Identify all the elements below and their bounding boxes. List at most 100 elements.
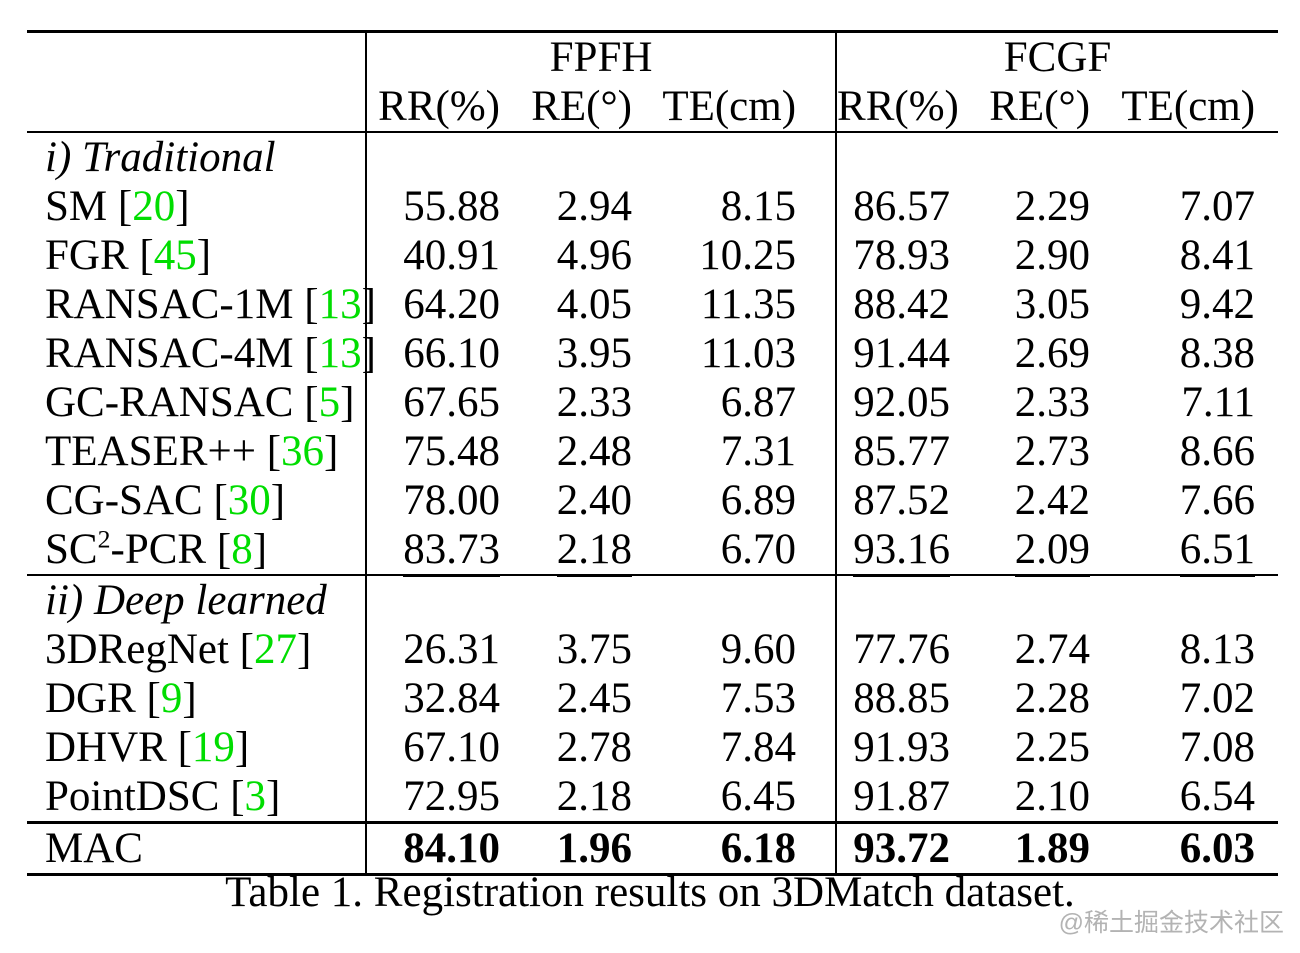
section-header-row: ii) Deep learned: [27, 574, 1279, 625]
metric-cell: 1.89: [950, 821, 1091, 875]
method-name: PointDSC: [45, 773, 220, 820]
metric-value: 78.93: [853, 232, 951, 279]
metric-cell: 7.11: [1090, 378, 1278, 427]
metric-value: 2.74: [1014, 626, 1091, 673]
citation-link[interactable]: 5: [318, 379, 341, 426]
metric-cell: 87.52: [835, 476, 951, 525]
metric-cell: 2.18: [500, 525, 632, 577]
metric-cell: 32.84: [365, 674, 500, 723]
metric-cell: 78.93: [835, 231, 951, 280]
metric-cell: 8.15: [632, 182, 836, 231]
metric-cell: 6.03: [1090, 821, 1279, 875]
citation-link[interactable]: 27: [253, 626, 297, 673]
metric-value: 2.28: [1014, 675, 1091, 722]
metric-cell: 77.76: [835, 625, 951, 674]
corner-cell: [27, 82, 366, 133]
citation-link[interactable]: 13: [318, 281, 362, 328]
metric-cell: 64.20: [365, 280, 500, 329]
metric-cell: 11.03: [632, 329, 836, 378]
citation-link[interactable]: 20: [132, 183, 176, 230]
method-name: MAC: [45, 825, 143, 872]
metric-cell: 7.31: [632, 427, 836, 476]
empty-cell: [950, 574, 1091, 625]
empty-cell: [950, 132, 1090, 182]
metric-value: 91.87: [853, 773, 951, 820]
metric-value: 7.08: [1179, 724, 1256, 771]
col-header-fcgf-re: RE(°): [950, 82, 1091, 133]
metric-cell: 26.31: [365, 625, 500, 674]
metric-cell: 67.65: [365, 378, 500, 427]
metric-cell: 40.91: [365, 231, 500, 280]
table-row: DGR [9] 32.84 2.45 7.53 88.85 2.28 7.02: [27, 674, 1278, 723]
metric-value: 7.31: [720, 428, 797, 475]
metric-cell: 6.87: [632, 378, 836, 427]
metric-value: 10.25: [699, 232, 797, 279]
metric-value: 6.51: [1179, 526, 1256, 577]
metric-value: 2.09: [1014, 526, 1091, 577]
metric-cell: 8.38: [1090, 329, 1278, 378]
metric-cell: 1.96: [500, 821, 632, 875]
metric-cell: 2.42: [950, 476, 1090, 525]
metric-value: 7.53: [720, 675, 797, 722]
metric-cell: 2.90: [950, 231, 1090, 280]
citation-link[interactable]: 19: [191, 724, 235, 771]
empty-cell: [500, 132, 632, 182]
citation-link[interactable]: 8: [231, 526, 253, 573]
results-table: FPFH FCGF RR(%) RE(°) TE(cm) RR(%) RE(°)…: [27, 30, 1279, 876]
corner-cell: [27, 32, 366, 83]
citation-link[interactable]: 36: [281, 428, 325, 475]
metric-cell: 2.29: [950, 182, 1090, 231]
metric-cell: 7.53: [632, 674, 836, 723]
col-header-fpfh-rr: RR(%): [365, 82, 500, 133]
metric-cell: 2.28: [950, 674, 1090, 723]
table-body: i) Traditional SM [20] 55.88 2.94 8.15 86.57 2…: [27, 132, 1279, 875]
metric-cell: 8.13: [1090, 625, 1278, 674]
metric-value: 7.07: [1179, 183, 1256, 230]
watermark: @稀土掘金技术社区: [1058, 909, 1284, 937]
metric-value: 3.95: [556, 330, 632, 377]
metric-cell: 2.18: [500, 772, 632, 824]
col-header-fpfh-te: TE(cm): [632, 82, 837, 133]
metric-cell: 83.73: [365, 525, 500, 577]
metric-value: 75.48: [403, 428, 500, 475]
metric-value: 2.40: [556, 477, 632, 524]
table-row: 3DRegNet [27] 26.31 3.75 9.60 77.76 2.74 8.13: [27, 625, 1278, 674]
empty-cell: [632, 132, 836, 182]
metric-cell: 2.33: [500, 378, 632, 427]
metric-cell: 72.95: [365, 772, 500, 823]
method-name: SM: [45, 183, 108, 230]
metric-cell: 91.87: [835, 772, 951, 823]
metric-cell: 92.05: [835, 378, 951, 427]
metric-value: 11.03: [700, 330, 797, 377]
metric-cell: 91.93: [835, 723, 951, 772]
metric-value: 7.11: [1181, 379, 1256, 426]
group-header-fpfh: FPFH: [364, 31, 837, 82]
empty-cell: [632, 574, 837, 625]
citation-link[interactable]: 9: [160, 675, 183, 722]
metric-value: 11.35: [700, 281, 797, 328]
metric-value: 83.73: [403, 526, 500, 577]
metric-value: 9.42: [1179, 281, 1256, 328]
metric-value: 1.89: [1014, 825, 1091, 872]
metric-value: 4.96: [556, 232, 632, 279]
metric-cell: 3.95: [500, 329, 632, 378]
citation-link[interactable]: 3: [244, 773, 267, 820]
metric-value: 26.31: [403, 626, 500, 673]
group-header-fcgf: FCGF: [835, 31, 1279, 82]
method-name: DHVR: [45, 724, 167, 771]
metric-value: 88.42: [853, 281, 951, 328]
metric-cell: 3.75: [500, 625, 632, 674]
citation-link[interactable]: 45: [153, 232, 197, 279]
method-cell: SM [20]: [45, 183, 190, 230]
metric-value: 55.88: [403, 183, 500, 230]
citation-link[interactable]: 13: [318, 330, 362, 377]
metric-cell: 78.00: [365, 476, 500, 525]
metric-value: 2.33: [1014, 379, 1091, 426]
metric-value: 1.96: [556, 825, 632, 872]
citation-link[interactable]: 30: [227, 477, 271, 524]
table-row: DHVR [19] 67.10 2.78 7.84 91.93 2.25 7.08: [27, 723, 1278, 772]
metric-cell: 2.48: [500, 427, 632, 476]
metric-cell: 6.70: [632, 525, 836, 575]
empty-cell: [835, 132, 951, 182]
method-cell: MAC: [27, 821, 366, 875]
